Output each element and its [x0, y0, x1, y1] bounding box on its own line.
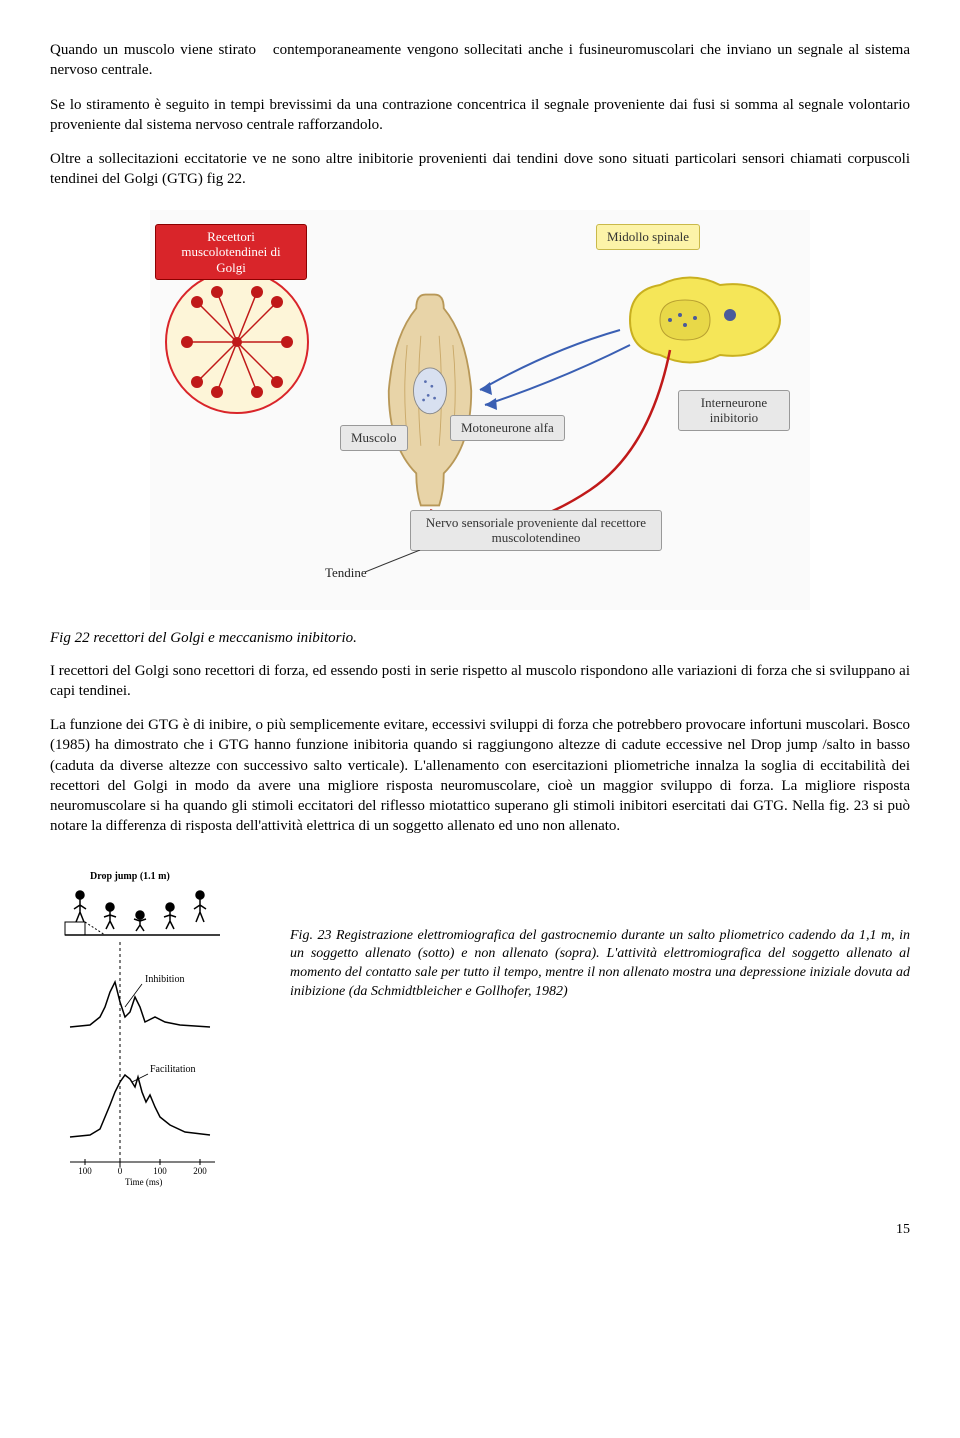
label-tendine: Tendine [325, 565, 367, 581]
paragraph-3: Oltre a sollecitazioni eccitatorie ve ne… [50, 149, 910, 190]
svg-text:Inhibition: Inhibition [145, 974, 184, 985]
fig23-section: Drop jump (1.1 m) Inhibition Facilitatio… [50, 867, 910, 1192]
label-nervo: Nervo sensoriale proveniente dal recetto… [410, 510, 662, 551]
svg-text:200: 200 [193, 1166, 207, 1176]
paragraph-4: I recettori del Golgi sono recettori di … [50, 661, 910, 702]
svg-text:0: 0 [118, 1166, 123, 1176]
svg-text:Time (ms): Time (ms) [125, 1177, 162, 1187]
fig22-caption: Fig 22 recettori del Golgi e meccanismo … [50, 630, 910, 647]
spinal-cord [610, 260, 790, 380]
label-receptors: Recettori muscolotendinei di Golgi [155, 224, 307, 281]
golgi-diagram: Recettori muscolotendinei di Golgi Midol… [150, 210, 810, 610]
label-interneurone: Interneurone inibitorio [678, 390, 790, 431]
label-muscolo: Muscolo [340, 425, 408, 451]
paragraph-5: La funzione dei GTG è di inibire, o più … [50, 715, 910, 837]
emg-title: Drop jump (1.1 m) [90, 871, 170, 882]
muscle-shape [370, 290, 490, 510]
paragraph-1: Quando un muscolo viene stirato contempo… [50, 40, 910, 81]
label-motoneurone: Motoneurone alfa [450, 415, 565, 441]
svg-text:Facilitation: Facilitation [150, 1064, 196, 1075]
paragraph-2: Se lo stiramento è seguito in tempi brev… [50, 95, 910, 136]
svg-text:100: 100 [78, 1166, 92, 1176]
fig23-caption: Fig. 23 Registrazione elettromiografica … [290, 867, 910, 1192]
page-number: 15 [50, 1222, 910, 1238]
receptor-circle [165, 270, 309, 414]
emg-figure: Drop jump (1.1 m) Inhibition Facilitatio… [50, 867, 270, 1192]
label-midollo: Midollo spinale [596, 224, 700, 250]
svg-text:100: 100 [153, 1166, 167, 1176]
